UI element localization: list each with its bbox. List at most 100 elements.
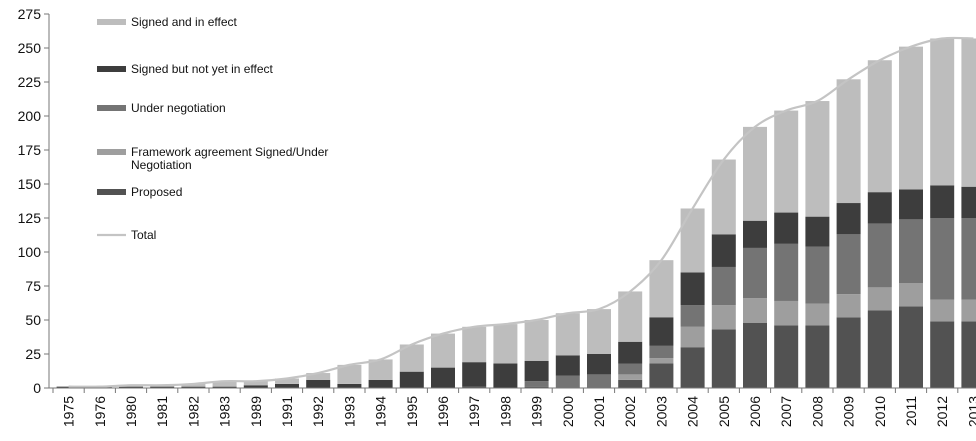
legend-label: Total bbox=[131, 228, 156, 242]
x-tick-label: 2012 bbox=[934, 396, 950, 427]
x-tick-label: 2000 bbox=[560, 396, 576, 427]
bar-segment bbox=[649, 358, 674, 364]
legend-label: Framework agreement Signed/Under bbox=[131, 145, 328, 159]
bar-segment bbox=[337, 383, 362, 388]
x-tick-label: 2004 bbox=[685, 396, 701, 427]
x-tick-label: 2007 bbox=[778, 396, 794, 427]
bar-segment bbox=[743, 322, 767, 388]
bar-segment bbox=[493, 324, 518, 364]
bar-segment bbox=[243, 381, 268, 386]
bar-segment bbox=[867, 310, 892, 388]
bar-segment bbox=[555, 313, 580, 356]
x-tick-label: 1991 bbox=[279, 396, 295, 427]
legend-label: Under negotiation bbox=[131, 101, 226, 115]
bar-segment bbox=[867, 192, 892, 224]
bar-segment bbox=[867, 60, 892, 193]
legend-label: Proposed bbox=[131, 185, 182, 199]
y-tick-label: 75 bbox=[25, 278, 41, 294]
y-tick-label: 175 bbox=[18, 142, 42, 158]
bar-segment bbox=[774, 110, 799, 213]
x-tick-label: 2011 bbox=[903, 396, 919, 426]
x-tick-label: 1994 bbox=[373, 396, 389, 427]
bar-segment bbox=[805, 101, 830, 217]
legend-swatch bbox=[97, 19, 126, 25]
bar-segment bbox=[867, 287, 892, 311]
bar-segment bbox=[930, 218, 955, 300]
bar-segment bbox=[836, 79, 861, 204]
bar-segment bbox=[680, 326, 705, 348]
x-tick-label: 2003 bbox=[653, 396, 669, 427]
x-tick-label: 1995 bbox=[404, 396, 420, 427]
bar-segment bbox=[930, 38, 955, 186]
legend-swatch bbox=[97, 189, 126, 195]
bar-segment bbox=[431, 367, 455, 388]
bar-segment bbox=[524, 386, 549, 388]
bar-segment bbox=[212, 386, 237, 388]
x-tick-label: 1976 bbox=[92, 396, 108, 427]
bar-segment bbox=[555, 375, 580, 388]
bar-segment bbox=[462, 362, 487, 387]
bar-segment bbox=[743, 126, 767, 221]
y-tick-label: 0 bbox=[33, 380, 41, 396]
bar-segment bbox=[524, 381, 549, 387]
legend-swatch bbox=[97, 105, 126, 111]
bar-segment bbox=[774, 243, 799, 301]
bar-segment bbox=[961, 321, 976, 388]
bar-segment bbox=[930, 299, 955, 322]
bar-segment bbox=[680, 347, 705, 388]
bar-segment bbox=[774, 212, 799, 244]
bar-segment bbox=[836, 234, 861, 295]
legend-swatch bbox=[97, 149, 126, 155]
x-tick-label: 1997 bbox=[466, 396, 482, 427]
x-tick-label: 1999 bbox=[529, 396, 545, 427]
y-tick-label: 150 bbox=[18, 176, 42, 192]
bar-segment bbox=[618, 363, 643, 375]
bar-segment bbox=[836, 294, 861, 318]
bar-segment bbox=[337, 364, 362, 384]
x-tick-label: 1982 bbox=[185, 396, 201, 427]
x-tick-label: 1996 bbox=[435, 396, 451, 427]
bar-segment bbox=[836, 317, 861, 388]
bar-segment bbox=[181, 386, 206, 388]
x-tick-label: 1980 bbox=[123, 396, 139, 427]
total-line bbox=[68, 36, 974, 388]
bar-segment bbox=[243, 385, 268, 388]
y-tick-label: 25 bbox=[25, 346, 41, 362]
bar-segment bbox=[275, 378, 299, 384]
total-line-layer bbox=[68, 36, 974, 388]
bar-segment bbox=[181, 383, 206, 387]
y-tick-label: 250 bbox=[18, 40, 42, 56]
bar-segment bbox=[899, 306, 923, 388]
bar-segment bbox=[774, 325, 799, 388]
bar-segment bbox=[462, 386, 487, 388]
y-tick-label: 200 bbox=[18, 108, 42, 124]
x-tick-label: 2006 bbox=[747, 396, 763, 427]
bar-segment bbox=[961, 38, 976, 187]
bar-segment bbox=[399, 371, 424, 388]
bar-segment bbox=[899, 189, 923, 220]
bar-segment bbox=[930, 321, 955, 388]
y-tick-label: 125 bbox=[18, 210, 42, 226]
x-tick-label: 1992 bbox=[310, 396, 326, 427]
bar-segment bbox=[275, 383, 299, 388]
x-tick-label: 1993 bbox=[341, 396, 357, 427]
bar-segment bbox=[899, 219, 923, 284]
bar-segment bbox=[743, 220, 767, 248]
bar-segment bbox=[462, 326, 487, 363]
bar-segment bbox=[899, 283, 923, 307]
y-tick-label: 225 bbox=[18, 74, 42, 90]
bar-segment bbox=[711, 329, 736, 388]
bar-segment bbox=[805, 216, 830, 247]
x-tick-label: 2010 bbox=[872, 396, 888, 427]
bar-segment bbox=[899, 46, 923, 190]
x-tick-label: 2005 bbox=[716, 396, 732, 427]
bar-segment bbox=[119, 386, 143, 388]
y-tick-label: 275 bbox=[18, 6, 42, 22]
bar-segment bbox=[680, 272, 705, 306]
bar-segment bbox=[805, 303, 830, 326]
bars-layer bbox=[56, 38, 976, 388]
x-tick-label: 1975 bbox=[61, 396, 77, 427]
bar-segment bbox=[680, 208, 705, 273]
legend-label: Signed and in effect bbox=[131, 15, 238, 29]
bar-segment bbox=[961, 299, 976, 322]
